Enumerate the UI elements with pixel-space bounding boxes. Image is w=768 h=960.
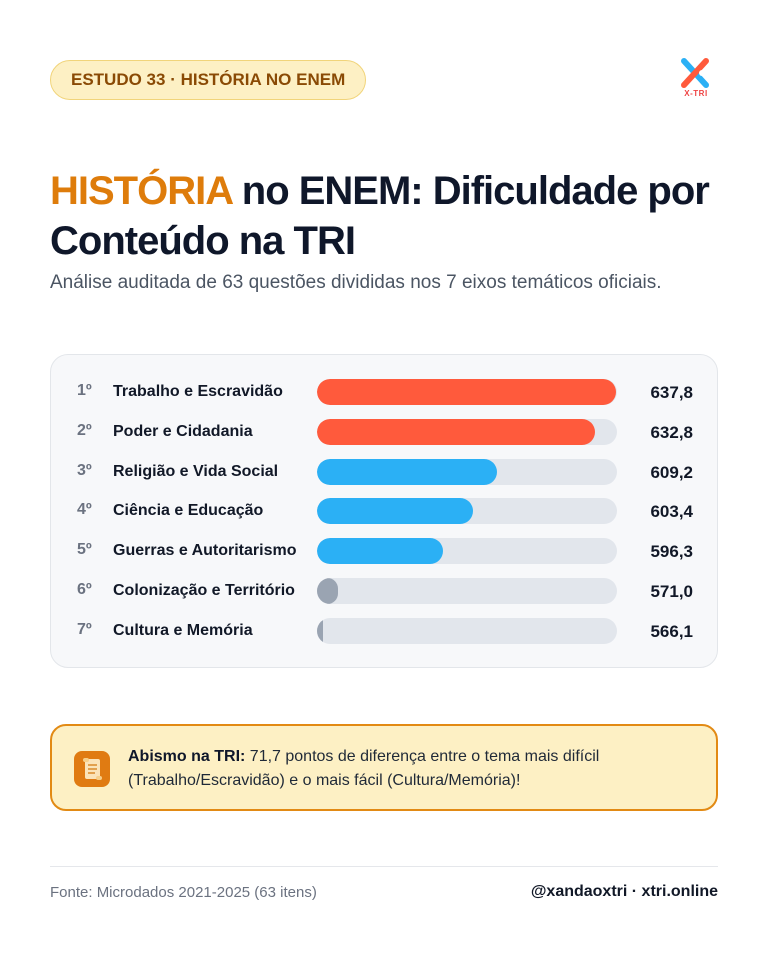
bar-track <box>317 617 617 644</box>
bar-fill <box>317 418 596 445</box>
bar-value: 566,1 <box>650 621 693 641</box>
bar-track <box>317 418 617 445</box>
study-badge: ESTUDO 33 · HISTÓRIA NO ENEM <box>50 60 367 100</box>
title-highlight: HISTÓRIA <box>50 169 233 213</box>
bar-row: 6º Colonização e Território 571,0 <box>51 577 719 605</box>
bar-track <box>317 379 617 405</box>
bar-rank: 7º <box>77 620 92 638</box>
bar-rank: 4º <box>77 501 92 519</box>
bar-value: 603,4 <box>650 502 693 522</box>
callout-body: 71,7 pontos de diferença entre o tema ma… <box>128 748 600 789</box>
bar-label: Colonização e Território <box>113 582 295 599</box>
bar-row: 5º Guerras e Autoritarismo 596,3 <box>51 537 719 565</box>
bar-track <box>317 458 617 485</box>
bar-rank: 5º <box>77 541 92 559</box>
logo-text: X-TRI <box>684 89 708 98</box>
bar-track <box>317 538 617 565</box>
bar-label: Trabalho e Escravidão <box>113 383 283 400</box>
bar-label: Religião e Vida Social <box>113 462 279 480</box>
title-rest: no ENEM: Dificuldade por Conteúdo na TRI <box>50 169 710 263</box>
bar-label: Guerras e Autoritarismo <box>113 542 297 560</box>
footer-divider <box>50 866 718 867</box>
bar-fill <box>317 458 497 485</box>
bar-track <box>317 498 617 525</box>
bar-rank: 3º <box>77 461 92 479</box>
bar-value: 571,0 <box>650 582 693 601</box>
bar-fill <box>317 538 444 565</box>
bar-row: 2º Poder e Cidadania 632,8 <box>51 418 719 446</box>
bar-fill <box>317 578 338 604</box>
bar-value: 637,8 <box>650 383 693 402</box>
page-title: HISTÓRIA no ENEM: Dificuldade por Conteú… <box>50 166 740 266</box>
bar-fill <box>317 379 617 405</box>
ranking-chart: 1º Trabalho e Escravidão 637,8 2º Poder e Ci… <box>50 354 718 668</box>
callout-text: Abismo na TRI: 71,7 pontos de diferença … <box>128 745 688 793</box>
bar-row: 3º Religião e Vida Social 609,2 <box>51 458 719 486</box>
author-handle: @xandaoxtri · xtri.online <box>530 883 718 900</box>
bar-row: 4º Ciência e Educação 603,4 <box>51 497 719 525</box>
bar-value: 596,3 <box>650 542 693 562</box>
insight-callout: Abismo na TRI: 71,7 pontos de diferença … <box>50 724 718 811</box>
bar-rank: 2º <box>77 421 92 439</box>
bar-label: Poder e Cidadania <box>113 422 253 440</box>
bar-rank: 6º <box>77 581 92 598</box>
bar-label: Ciência e Educação <box>113 502 264 520</box>
scroll-icon <box>74 751 110 787</box>
bar-fill <box>317 498 473 525</box>
bar-value: 609,2 <box>650 462 693 482</box>
bar-label: Cultura e Memória <box>113 621 253 639</box>
bar-row: 7º Cultura e Memória 566,1 <box>51 617 719 645</box>
bar-fill <box>317 617 323 644</box>
xtri-logo-icon <box>681 58 709 88</box>
bar-row: 1º Trabalho e Escravidão 637,8 <box>51 378 719 406</box>
brand-logo: X-TRI <box>676 56 716 102</box>
callout-strong: Abismo na TRI: <box>128 748 246 765</box>
bar-rank: 1º <box>77 382 92 399</box>
page-subtitle: Análise auditada de 63 questões dividida… <box>50 272 662 293</box>
bar-value: 632,8 <box>650 422 693 442</box>
bar-track <box>317 578 617 604</box>
source-note: Fonte: Microdados 2021-2025 (63 itens) <box>50 884 317 901</box>
